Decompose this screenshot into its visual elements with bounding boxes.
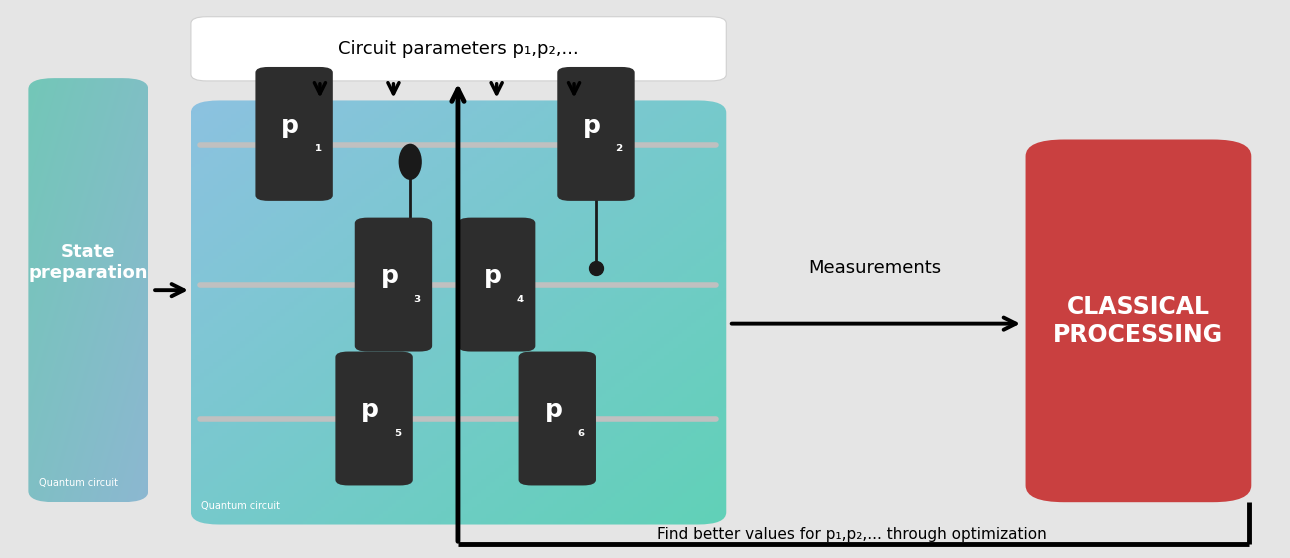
FancyBboxPatch shape xyxy=(1026,140,1251,502)
Text: ₄: ₄ xyxy=(516,288,524,306)
Text: p: p xyxy=(281,113,299,138)
FancyBboxPatch shape xyxy=(355,218,432,352)
FancyBboxPatch shape xyxy=(335,352,413,485)
Text: ₅: ₅ xyxy=(393,422,401,440)
Text: ₂: ₂ xyxy=(615,137,623,155)
Text: ₆: ₆ xyxy=(577,422,584,440)
FancyBboxPatch shape xyxy=(458,218,535,352)
FancyBboxPatch shape xyxy=(519,352,596,485)
FancyBboxPatch shape xyxy=(191,17,726,81)
Text: State
preparation: State preparation xyxy=(28,243,148,282)
Text: Circuit parameters p₁,p₂,...: Circuit parameters p₁,p₂,... xyxy=(338,40,579,58)
Text: CLASSICAL
PROCESSING: CLASSICAL PROCESSING xyxy=(1054,295,1223,347)
FancyBboxPatch shape xyxy=(255,67,333,201)
Ellipse shape xyxy=(584,143,608,180)
Text: ₃: ₃ xyxy=(413,288,421,306)
Text: Quantum circuit: Quantum circuit xyxy=(39,478,117,488)
Ellipse shape xyxy=(399,143,422,180)
Text: Find better values for p₁,p₂,... through optimization: Find better values for p₁,p₂,... through… xyxy=(657,527,1046,542)
Text: p: p xyxy=(583,113,601,138)
Text: p: p xyxy=(381,264,399,288)
Text: Measurements: Measurements xyxy=(808,259,942,277)
Text: p: p xyxy=(544,398,562,422)
Text: ₁: ₁ xyxy=(313,137,321,155)
FancyBboxPatch shape xyxy=(557,67,635,201)
Text: p: p xyxy=(484,264,502,288)
Text: Quantum circuit: Quantum circuit xyxy=(201,501,280,511)
Text: p: p xyxy=(361,398,379,422)
